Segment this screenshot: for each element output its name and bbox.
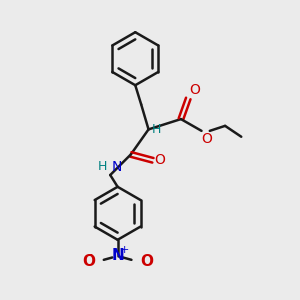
Text: -: - (88, 248, 92, 262)
Text: +: + (119, 245, 129, 255)
Text: O: O (82, 254, 95, 269)
Text: O: O (154, 153, 165, 167)
Text: N: N (112, 160, 122, 174)
Text: H: H (152, 123, 161, 136)
Text: N: N (111, 248, 124, 263)
Text: H: H (97, 160, 107, 173)
Text: O: O (202, 132, 212, 146)
Text: O: O (140, 254, 153, 269)
Text: O: O (190, 83, 201, 97)
